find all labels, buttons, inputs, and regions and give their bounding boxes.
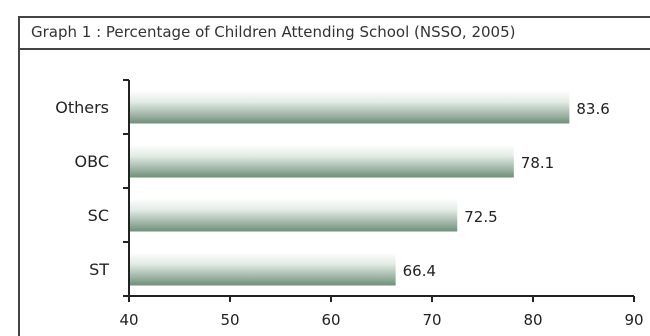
x-tick-label: 60 [321,311,340,329]
bar-others [130,90,570,124]
chart-frame [18,16,650,336]
category-label: ST [89,260,109,279]
chart-title: Graph 1 : Percentage of Children Attendi… [31,23,516,41]
x-tick-label: 90 [624,311,643,329]
value-label: 78.1 [521,154,554,172]
x-tick-label: 70 [422,311,441,329]
x-tick-label: 50 [220,311,239,329]
x-tick-label: 80 [523,311,542,329]
chart-title-bar: Graph 1 : Percentage of Children Attendi… [18,16,650,50]
value-label: 72.5 [464,208,497,226]
bar-sc [130,198,458,232]
bar-obc [130,144,514,178]
category-label: Others [55,98,109,117]
bar-st [130,252,396,286]
category-label: SC [88,206,109,225]
value-label: 66.4 [403,262,436,280]
category-label: OBC [75,152,109,171]
labels: 40 50 60 70 80 90 Others 83.6 OBC 78.1 SC 72.5 ST 66.… [55,98,643,329]
bars [130,90,570,286]
value-label: 83.6 [576,100,609,118]
x-tick-label: 40 [119,311,138,329]
axes [123,79,635,302]
